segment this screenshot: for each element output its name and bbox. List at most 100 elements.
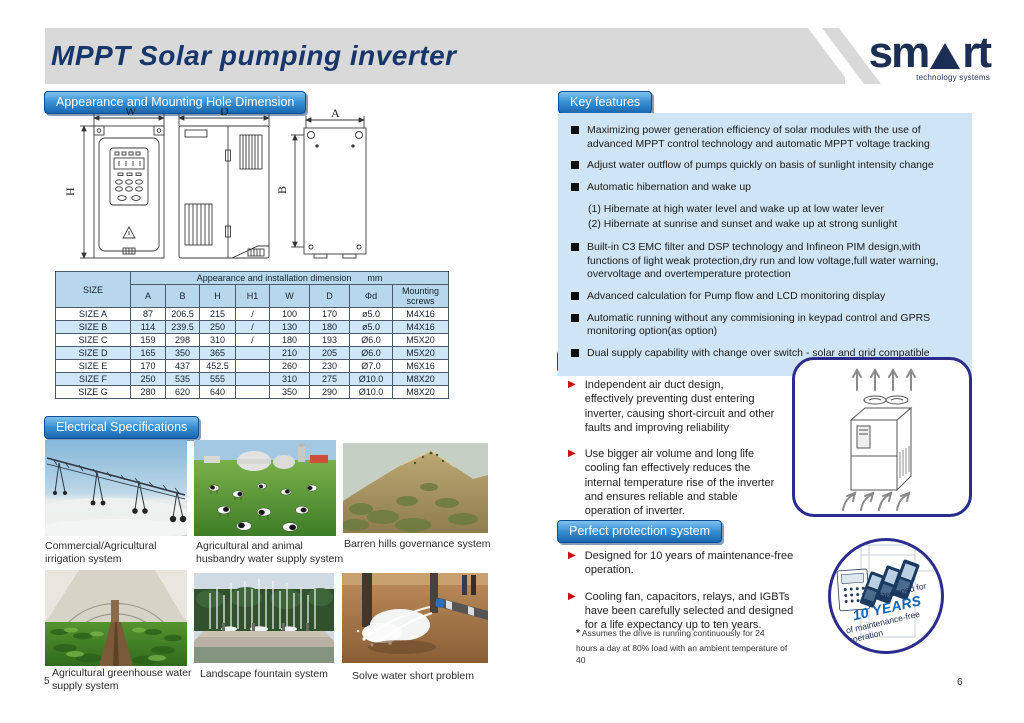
col-header-phid: Φd [349, 284, 393, 308]
section-button-key-features[interactable]: Key features [558, 91, 653, 114]
cell: 193 [309, 333, 350, 347]
cell: Ø6.0 [349, 333, 393, 347]
table-row: SIZE B 114 239.5 250/130 180 ø5.0 M4X16 [55, 320, 450, 334]
photo-caption: Agricultural greenhouse water supply sys… [52, 667, 192, 693]
key-feature-item: Automatic hibernation and wake up [571, 181, 962, 195]
table-row: SIZE A 87 206.5 215/100 170 ø5.0 M4X16 [55, 307, 450, 321]
brand-tagline: technology systems [916, 73, 990, 83]
cell: M8X20 [391, 372, 450, 386]
col-header-h: H [199, 284, 236, 308]
cell: 275 [309, 372, 350, 386]
key-feature-item: Advanced calculation for Pump flow and L… [571, 290, 962, 304]
cell: 100 [269, 307, 310, 321]
key-feature-text: Advanced calculation for Pump flow and L… [587, 289, 886, 302]
header-banner [45, 28, 845, 84]
cell: / [235, 307, 270, 321]
cell: 159 [130, 333, 166, 347]
key-feature-text: Adjust water outflow of pumps quickly on… [587, 159, 934, 172]
cell: 365 [199, 346, 236, 360]
square-bullet-icon [571, 243, 579, 251]
photo-barren-hills [343, 443, 488, 533]
photo-greenhouse [45, 570, 187, 666]
table-row: SIZE E 170 437 452.5 260 230 Ø7.0 M6X16 [55, 359, 450, 373]
row-size: SIZE F [55, 372, 131, 386]
cell: M4X16 [391, 307, 450, 321]
duct-item: ▶ Independent air duct design, effectivel… [568, 378, 775, 435]
key-feature-item: Maximizing power generation efficiency o… [571, 124, 962, 151]
cell: 260 [269, 359, 310, 373]
hibernate-note: (1) Hibernate at high water level and wa… [588, 202, 884, 215]
cell: 452.5 [199, 359, 236, 373]
key-feature-item: Dual supply capability with change over … [571, 347, 962, 361]
mounting-dimension-drawings: W H D [63, 108, 367, 259]
key-feature-text: Dual supply capability with change over … [587, 346, 930, 359]
photo-caption: Barren hills governance system [344, 538, 491, 550]
cell: 640 [199, 385, 236, 399]
cell: 290 [309, 385, 350, 399]
cell [235, 346, 270, 360]
cell: 210 [269, 346, 310, 360]
cell: 165 [130, 346, 166, 360]
cell: 535 [165, 372, 200, 386]
cell: 620 [165, 385, 200, 399]
cell: 230 [309, 359, 350, 373]
red-arrow-icon: ▶ [568, 550, 576, 561]
cell: 180 [309, 320, 350, 334]
dim-label-a: A [331, 108, 340, 120]
col-header-d: D [309, 284, 350, 308]
photo-caption: Agricultural and animal husbandry water … [196, 540, 344, 566]
col-header-b: B [165, 284, 200, 308]
row-size: SIZE B [55, 320, 131, 334]
table-column-header-row: A B H H1 W D Φd Mounting screws [56, 284, 450, 308]
red-arrow-icon: ▶ [568, 590, 576, 602]
cell: 215 [199, 307, 236, 321]
col-header-a: A [130, 284, 166, 308]
page-number-right: 6 [957, 677, 963, 688]
cell: ø5.0 [349, 320, 393, 334]
col-header-w: W [269, 284, 310, 308]
cell: M4X16 [391, 320, 450, 334]
key-feature-text: Automatic running without any commisioni… [587, 311, 931, 338]
cell [235, 372, 270, 386]
cell: 170 [309, 307, 350, 321]
cell: 130 [269, 320, 310, 334]
protection-item: ▶ Designed for 10 years of maintenance-fr… [568, 549, 794, 578]
cell: 250 [130, 372, 166, 386]
cell: 114 [130, 320, 166, 334]
hibernate-note: (2) Hibernate at sunrise and sunset and … [588, 217, 898, 230]
badge-drives-drawing [836, 544, 935, 638]
photo-pasture [194, 440, 336, 536]
cell: M5X20 [391, 346, 450, 360]
cell: Ø7.0 [349, 359, 393, 373]
col-header-h1: H1 [235, 284, 270, 308]
dimension-table: SIZE Appearance and installation dimensi… [55, 271, 450, 399]
row-size: SIZE G [55, 385, 131, 399]
cell: 170 [130, 359, 166, 373]
cell: 180 [269, 333, 310, 347]
back-view-drawing [303, 116, 367, 259]
key-feature-text: Built-in C3 EMC filter and DSP technolog… [587, 241, 939, 281]
cell: 280 [130, 385, 166, 399]
row-size: SIZE E [55, 359, 131, 373]
square-bullet-icon [571, 182, 579, 191]
table-row: SIZE G 280 620 640 350 290 Ø10.0 M8X20 [55, 385, 450, 399]
photo-water-pipe [342, 573, 488, 663]
section-button-protection-system[interactable]: Perfect protection system [557, 520, 723, 543]
dim-label-b: B [275, 186, 289, 194]
cell: 437 [165, 359, 200, 373]
table-row: SIZE D 165 350 365 210 205 Ø6.0 M5X20 [55, 346, 450, 360]
red-arrow-icon: ▶ [568, 448, 576, 460]
cell: / [235, 320, 270, 334]
key-feature-item: Adjust water outflow of pumps quickly on… [571, 159, 962, 173]
section-button-electrical-specifications[interactable]: Electrical Specifications [44, 416, 200, 439]
cell: 555 [199, 372, 236, 386]
cell: M5X20 [391, 333, 450, 347]
row-size: SIZE A [55, 307, 131, 321]
section-button-appearance[interactable]: Appearance and Mounting Hole Dimension [44, 91, 307, 114]
duct-design-illustration [792, 357, 972, 517]
duct-item-text: Independent air duct design, effectively… [584, 379, 775, 434]
hibernate-notes: (1) Hibernate at high water level and wa… [588, 202, 962, 232]
footnote-text: Assumes the drive is running continuousl… [576, 628, 788, 665]
duct-item: ▶ Use bigger air volume and long life coo… [568, 447, 775, 518]
dim-label-w: W [125, 108, 137, 118]
